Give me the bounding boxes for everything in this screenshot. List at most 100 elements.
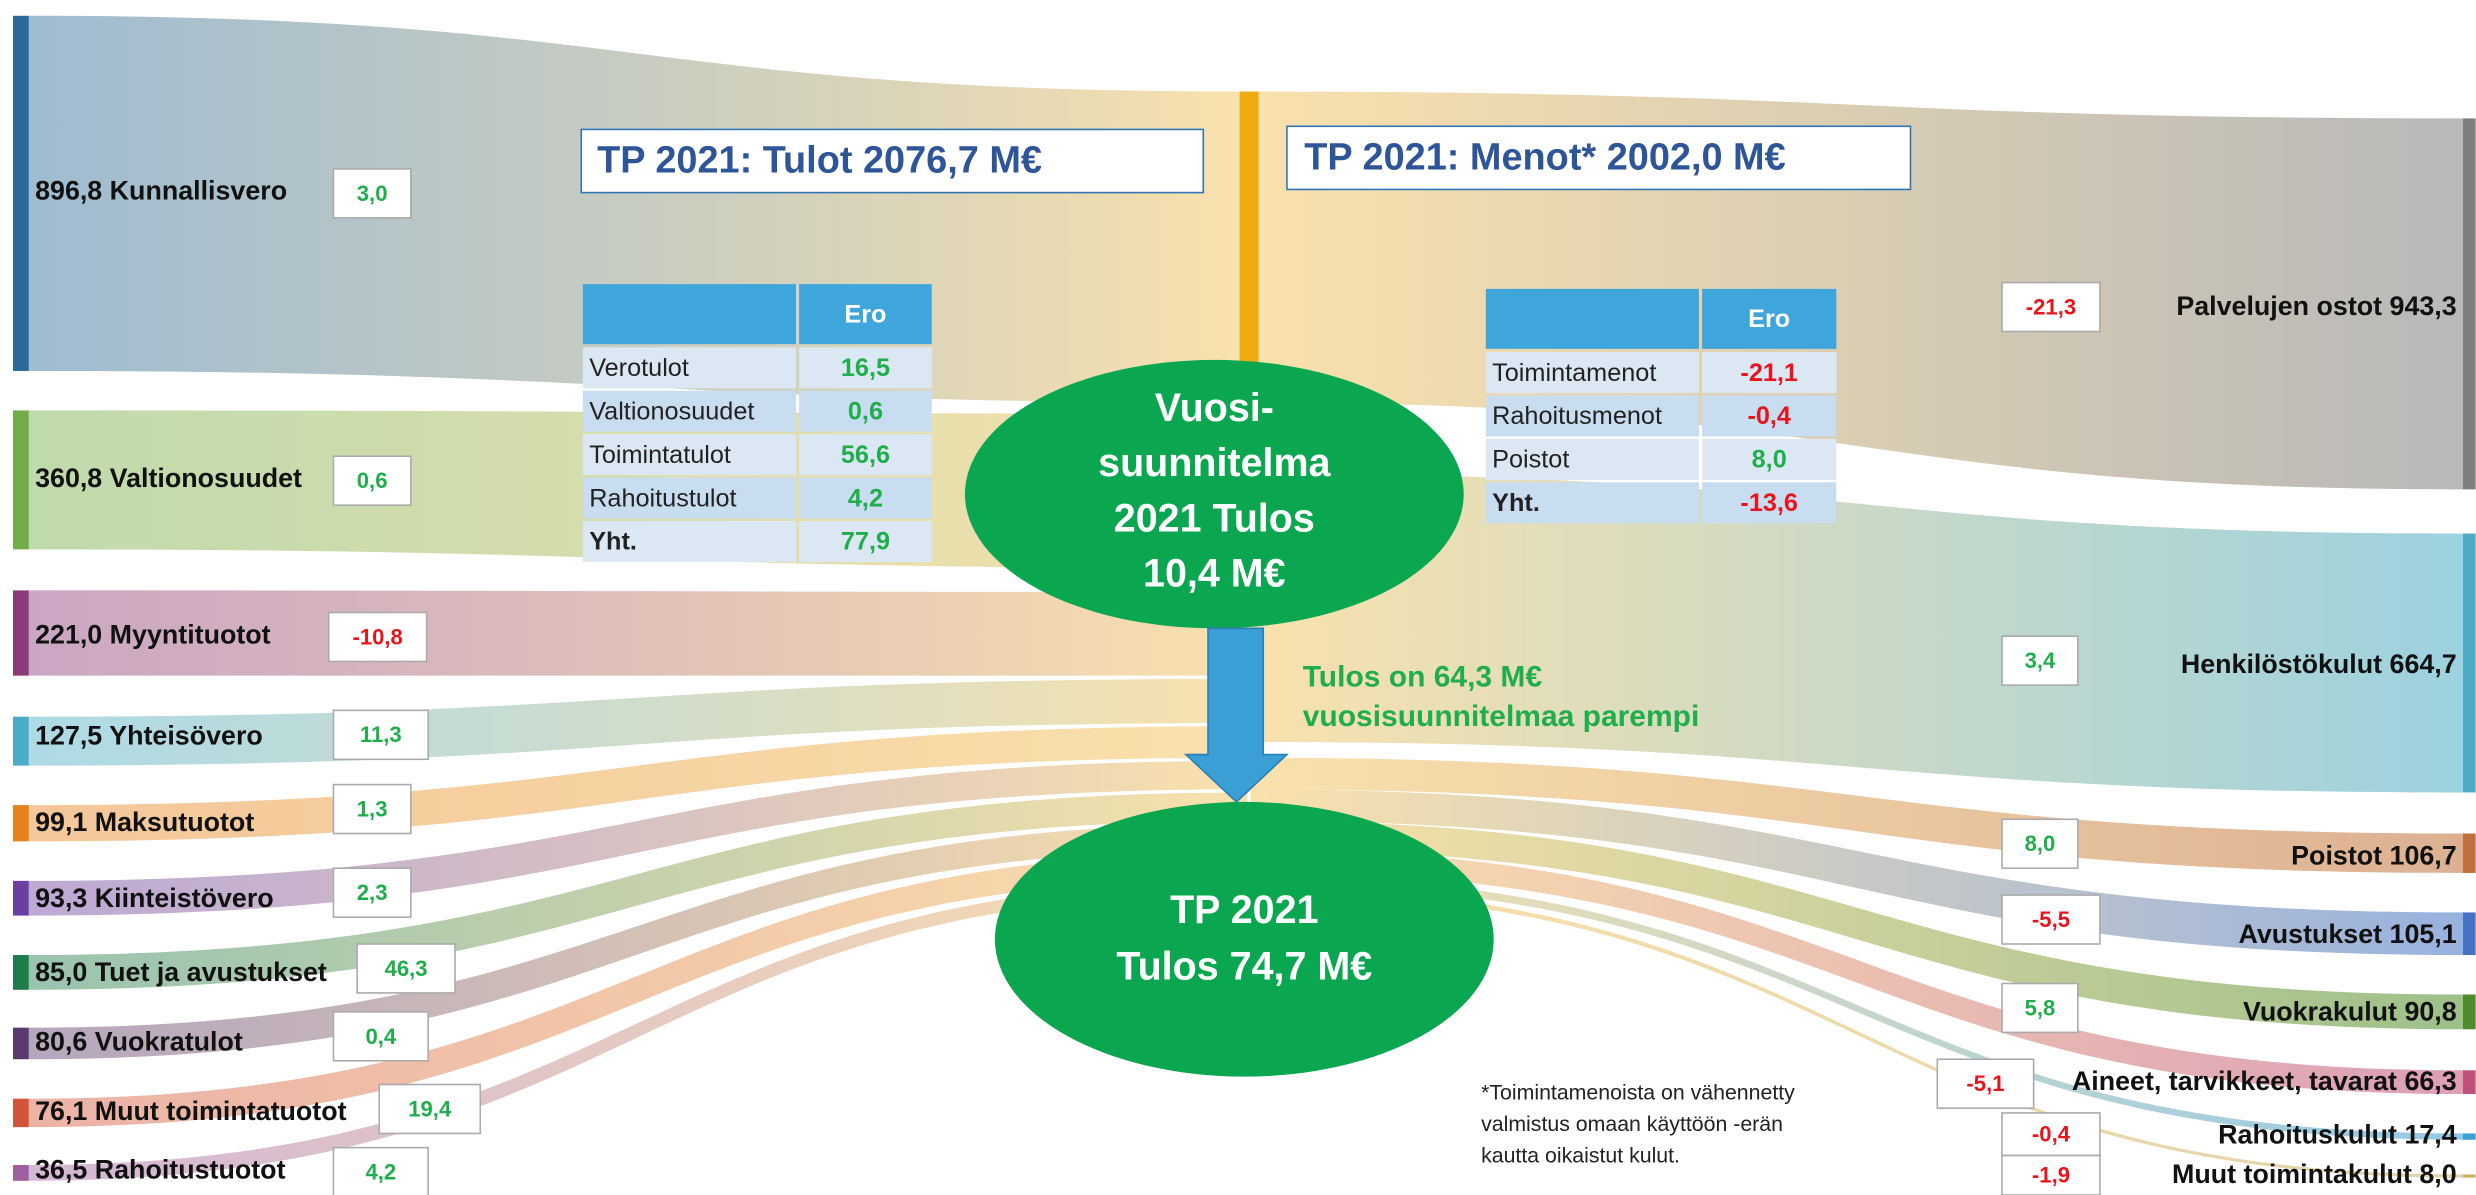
flow	[1250, 820, 2463, 1030]
table-label: Toimintatulot	[589, 441, 731, 469]
ero-box	[2001, 281, 2101, 333]
ero-value: 0,4	[365, 1024, 396, 1049]
expense-label: Vuokrakulut 90,8	[2243, 997, 2457, 1027]
income-label: 127,5 Yhteisövero	[35, 720, 263, 750]
table-value: -21,1	[1740, 359, 1798, 387]
flow	[28, 880, 1248, 1181]
table-value: 4,2	[848, 484, 883, 512]
table-cell	[799, 520, 932, 562]
ero-box	[332, 783, 412, 835]
ero-value: -10,8	[352, 624, 402, 649]
table-label: Verotulot	[589, 354, 689, 382]
table-cell	[582, 390, 796, 432]
table-value: 16,5	[841, 354, 890, 382]
table-header	[1702, 288, 1837, 349]
income-label: 80,6 Vuokratulot	[35, 1027, 243, 1057]
ero-value: 3,4	[2025, 648, 2056, 673]
ero-box	[332, 1011, 429, 1062]
title-box	[580, 128, 1205, 194]
plan-text: 2021 Tulos	[1114, 496, 1315, 540]
income-bar	[13, 716, 29, 766]
foreground: 896,8 Kunnallisvero 3,0 360,8 Valtionosuud…	[13, 15, 2476, 1195]
ero-value: 11,3	[360, 722, 402, 747]
table-cell	[582, 477, 796, 519]
table-header	[799, 284, 932, 345]
income-bar	[13, 1098, 29, 1128]
expense-bar	[2462, 833, 2476, 873]
difference-text: Tulos on 64,3 M€	[1303, 661, 1543, 694]
table-value: -13,6	[1740, 489, 1798, 517]
expense-bar	[2462, 1070, 2476, 1094]
income-bar	[13, 1027, 29, 1060]
expense-bar	[2462, 1133, 2476, 1140]
table-header-text: Ero	[1748, 305, 1790, 333]
table-cell	[1702, 395, 1837, 437]
table-value: 77,9	[841, 528, 890, 556]
expense-label: Rahoituskulut 17,4	[2218, 1120, 2457, 1150]
income-bar	[13, 590, 29, 676]
table-cell	[1702, 482, 1837, 524]
title-box	[1286, 125, 1912, 191]
table-header-text: Ero	[844, 300, 886, 328]
ero-box	[327, 611, 428, 663]
ero-box	[332, 168, 412, 219]
ero-value: 0,6	[357, 468, 388, 493]
ero-box	[332, 1146, 429, 1195]
expense-bar	[2462, 994, 2476, 1030]
actual-ellipse	[994, 801, 1494, 1077]
ero-box	[1936, 1058, 2035, 1109]
income-bar	[13, 805, 29, 842]
flow	[1250, 849, 2463, 1094]
table-cell	[1485, 438, 1699, 480]
flow	[1250, 757, 2463, 873]
table-cell	[582, 434, 796, 476]
table-cell	[1485, 395, 1699, 437]
expense-label: Poistot 106,7	[2291, 840, 2457, 870]
plan-text: suunnitelma	[1098, 441, 1331, 485]
plan-text: 10,4 M€	[1143, 552, 1286, 596]
table-cell	[1702, 352, 1837, 394]
flow	[1250, 789, 2463, 956]
flow	[1250, 887, 2463, 1178]
expense-bar	[2462, 1174, 2476, 1178]
ero-box	[2001, 818, 2079, 870]
income-label: 93,3 Kiinteistövero	[35, 883, 274, 913]
flow	[1250, 473, 2463, 793]
table-cell	[799, 434, 932, 476]
ero-value: -1,9	[2032, 1163, 2070, 1188]
actual-text: TP 2021	[1170, 888, 1318, 932]
table-label: Rahoitusmenot	[1492, 402, 1662, 430]
expense-title: TP 2021: Menot* 2002,0 M€	[1304, 136, 1785, 178]
table-value: 8,0	[1752, 446, 1787, 474]
table-label: Toimintamenot	[1492, 359, 1656, 387]
ero-value: -5,5	[2032, 907, 2070, 932]
table-cell	[799, 347, 932, 389]
flows	[28, 15, 2463, 1181]
ero-value: 19,4	[408, 1096, 452, 1121]
expense-bar	[2462, 912, 2476, 956]
expense-label: Henkilöstökulut 664,7	[2181, 649, 2457, 679]
table-label: Valtionosuudet	[589, 397, 754, 425]
ero-value: 46,3	[385, 956, 428, 981]
expense-bar	[2462, 533, 2476, 793]
expense-label: Avustukset 105,1	[2238, 919, 2456, 949]
ero-box	[2001, 1154, 2101, 1195]
ero-box	[2001, 894, 2101, 945]
ero-value: 2,3	[357, 880, 388, 905]
table-label: Yht.	[1492, 489, 1540, 517]
ero-value: 8,0	[2025, 831, 2056, 856]
note-text: kautta oikaistut kulut.	[1481, 1144, 1680, 1168]
plan-text: Vuosi-	[1155, 386, 1274, 430]
table-label: Rahoitustulot	[589, 484, 736, 512]
ero-box	[378, 1083, 482, 1135]
table-value: -0,4	[1747, 402, 1791, 430]
table-cell	[1702, 438, 1837, 480]
table-value: 0,6	[848, 397, 883, 425]
income-bar	[13, 410, 29, 550]
expense-bar	[2462, 118, 2476, 490]
income-label: 36,5 Rahoitustuotot	[35, 1154, 285, 1184]
income-label: 99,1 Maksutuotot	[35, 807, 254, 837]
income-label: 76,1 Muut toimintatuotot	[35, 1096, 347, 1126]
ero-box	[332, 709, 429, 761]
